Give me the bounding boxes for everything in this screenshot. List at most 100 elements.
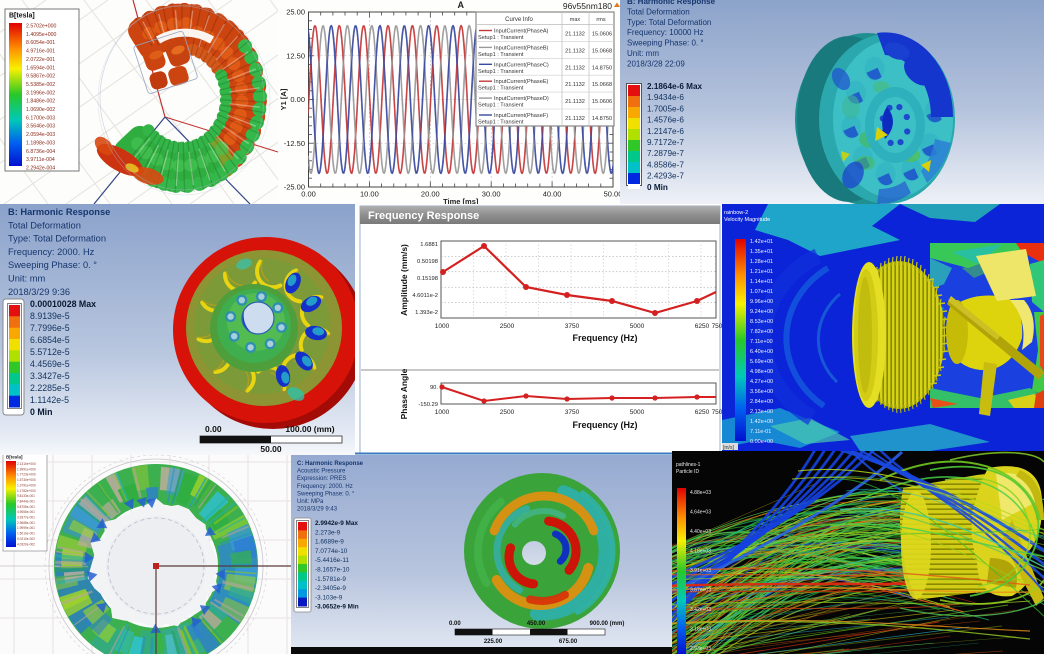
svg-text:Unit: MPa: Unit: MPa xyxy=(297,499,324,505)
svg-text:21.1132: 21.1132 xyxy=(565,65,585,71)
svg-text:1.21e+01: 1.21e+01 xyxy=(750,269,773,275)
svg-text:Setup1 : Transient: Setup1 : Transient xyxy=(478,103,524,109)
svg-text:6.8736e-004: 6.8736e-004 xyxy=(26,149,55,155)
svg-text:3.5646e-003: 3.5646e-003 xyxy=(26,124,55,130)
svg-text:1.9434e-6: 1.9434e-6 xyxy=(647,93,684,102)
svg-text:5.5712e-5: 5.5712e-5 xyxy=(30,347,70,357)
svg-text:A: A xyxy=(458,0,465,10)
svg-text:B: Harmonic Response: B: Harmonic Response xyxy=(8,207,110,217)
svg-text:Time [ms]: Time [ms] xyxy=(443,197,479,206)
svg-text:96v55nm180: 96v55nm180 xyxy=(563,1,612,11)
svg-text:Phase Angle: Phase Angle xyxy=(399,368,409,419)
svg-text:15.0668: 15.0668 xyxy=(592,48,612,54)
svg-text:Type: Total Deformation: Type: Total Deformation xyxy=(8,234,106,244)
svg-text:1.6594e-001: 1.6594e-001 xyxy=(26,65,55,71)
svg-text:7.7996e-5: 7.7996e-5 xyxy=(30,323,70,333)
svg-text:0.15198: 0.15198 xyxy=(417,276,438,282)
svg-text:5.69e+00: 5.69e+00 xyxy=(750,359,773,365)
svg-text:20.00: 20.00 xyxy=(421,190,440,199)
svg-text:2.4293e-7: 2.4293e-7 xyxy=(647,172,684,181)
svg-text:2.93e+03: 2.93e+03 xyxy=(690,646,711,652)
svg-text:6250: 6250 xyxy=(695,323,710,330)
svg-text:InputCurrent(PhaseE): InputCurrent(PhaseE) xyxy=(494,79,549,85)
svg-text:0.00e+00: 0.00e+00 xyxy=(750,439,773,445)
svg-text:Setup1 : Transient: Setup1 : Transient xyxy=(478,69,524,75)
svg-text:3750: 3750 xyxy=(565,409,580,416)
svg-text:21.1132: 21.1132 xyxy=(565,32,585,38)
svg-text:3.18e+03: 3.18e+03 xyxy=(690,627,711,633)
svg-text:9.0210e-002: 9.0210e-002 xyxy=(17,537,35,541)
svg-text:5000: 5000 xyxy=(630,409,645,416)
svg-text:225.00: 225.00 xyxy=(484,639,503,645)
svg-text:1.2147e-6: 1.2147e-6 xyxy=(647,127,684,136)
svg-text:3.91e+03: 3.91e+03 xyxy=(690,568,711,574)
svg-text:Frequency: 10000 Hz: Frequency: 10000 Hz xyxy=(627,28,704,37)
svg-text:3.9377e-001: 3.9377e-001 xyxy=(17,516,35,520)
svg-text:3.9711e-004: 3.9711e-004 xyxy=(26,157,55,163)
svg-text:2.5702e+000: 2.5702e+000 xyxy=(26,24,57,30)
svg-text:3750: 3750 xyxy=(565,323,580,330)
svg-text:5.5385e-002: 5.5385e-002 xyxy=(26,82,55,88)
svg-text:3.42e+03: 3.42e+03 xyxy=(690,607,711,613)
svg-text:7.11e+00: 7.11e+00 xyxy=(750,339,773,345)
svg-text:InputCurrent(PhaseC): InputCurrent(PhaseC) xyxy=(494,62,549,68)
svg-text:2.9688e-001: 2.9688e-001 xyxy=(17,521,35,525)
svg-text:Y1 [A]: Y1 [A] xyxy=(279,88,288,110)
svg-text:0.00: 0.00 xyxy=(205,424,222,434)
svg-text:Amplitude (mm/s): Amplitude (mm/s) xyxy=(399,244,409,316)
svg-text:2500: 2500 xyxy=(500,323,515,330)
svg-text:21.1132: 21.1132 xyxy=(565,48,585,54)
svg-text:8.53e+00: 8.53e+00 xyxy=(750,319,773,325)
svg-text:Unit: mm: Unit: mm xyxy=(8,274,45,284)
svg-text:15.0606: 15.0606 xyxy=(592,32,612,38)
svg-text:1.07e+01: 1.07e+01 xyxy=(750,289,773,295)
svg-text:90.: 90. xyxy=(430,385,438,391)
svg-text:4.6011e-2: 4.6011e-2 xyxy=(412,293,438,299)
svg-text:[m/s]: [m/s] xyxy=(723,445,734,451)
svg-text:Setup1 : Transient: Setup1 : Transient xyxy=(478,86,524,92)
svg-text:3.3427e-5: 3.3427e-5 xyxy=(30,371,70,381)
svg-text:2.0594e-003: 2.0594e-003 xyxy=(26,132,55,138)
svg-text:Frequency (Hz): Frequency (Hz) xyxy=(572,420,637,430)
svg-text:8.9139e-5: 8.9139e-5 xyxy=(30,311,70,321)
svg-text:2.2285e-5: 2.2285e-5 xyxy=(30,383,70,393)
svg-text:Total Deformation: Total Deformation xyxy=(627,7,690,16)
svg-text:12.50: 12.50 xyxy=(286,51,305,60)
svg-text:2.84e+00: 2.84e+00 xyxy=(750,399,773,405)
svg-text:4.4569e-5: 4.4569e-5 xyxy=(30,359,70,369)
svg-text:2.13e+00: 2.13e+00 xyxy=(750,409,773,415)
svg-text:1.5010e-001: 1.5010e-001 xyxy=(17,532,35,536)
svg-text:2500: 2500 xyxy=(500,409,515,416)
svg-text:1.9999e-001: 1.9999e-001 xyxy=(17,526,35,530)
svg-text:Setup1 : Transient: Setup1 : Transient xyxy=(478,120,524,126)
svg-text:15.0668: 15.0668 xyxy=(592,82,612,88)
svg-text:1.42e+01: 1.42e+01 xyxy=(750,239,773,245)
svg-text:9.96e+00: 9.96e+00 xyxy=(750,299,773,305)
svg-text:50.00: 50.00 xyxy=(604,190,623,199)
svg-text:1.5730e+000: 1.5730e+000 xyxy=(17,478,36,482)
svg-text:3.56e+00: 3.56e+00 xyxy=(750,389,773,395)
svg-text:50.00: 50.00 xyxy=(260,444,282,454)
svg-text:Frequency: 2000. Hz: Frequency: 2000. Hz xyxy=(297,484,353,490)
svg-text:1000: 1000 xyxy=(435,409,450,416)
svg-text:750: 750 xyxy=(712,323,723,330)
svg-text:10.00: 10.00 xyxy=(360,190,379,199)
svg-text:InputCurrent(PhaseA): InputCurrent(PhaseA) xyxy=(494,29,549,35)
svg-text:B[tesla]: B[tesla] xyxy=(6,455,23,460)
svg-text:Acoustic Pressure: Acoustic Pressure xyxy=(297,469,346,475)
svg-text:InputCurrent(PhaseD): InputCurrent(PhaseD) xyxy=(494,96,549,102)
svg-text:5.8755e-001: 5.8755e-001 xyxy=(17,505,35,509)
svg-text:0.00: 0.00 xyxy=(301,190,316,199)
svg-text:21.1132: 21.1132 xyxy=(565,116,585,122)
svg-text:1.4095e+000: 1.4095e+000 xyxy=(26,32,57,38)
svg-text:7.0774e-10: 7.0774e-10 xyxy=(315,548,348,555)
svg-text:Sweeping Phase: 0. °: Sweeping Phase: 0. ° xyxy=(627,39,704,48)
svg-text:6.40e+00: 6.40e+00 xyxy=(750,349,773,355)
svg-text:40.00: 40.00 xyxy=(543,190,562,199)
svg-text:0.00: 0.00 xyxy=(449,621,461,627)
svg-text:8.6054e-001: 8.6054e-001 xyxy=(26,40,55,46)
svg-text:1.7005e-6: 1.7005e-6 xyxy=(647,104,684,113)
svg-text:1.393e-2: 1.393e-2 xyxy=(415,310,438,316)
svg-text:4.16e+03: 4.16e+03 xyxy=(690,549,711,555)
svg-text:9.5867e-002: 9.5867e-002 xyxy=(26,74,55,80)
